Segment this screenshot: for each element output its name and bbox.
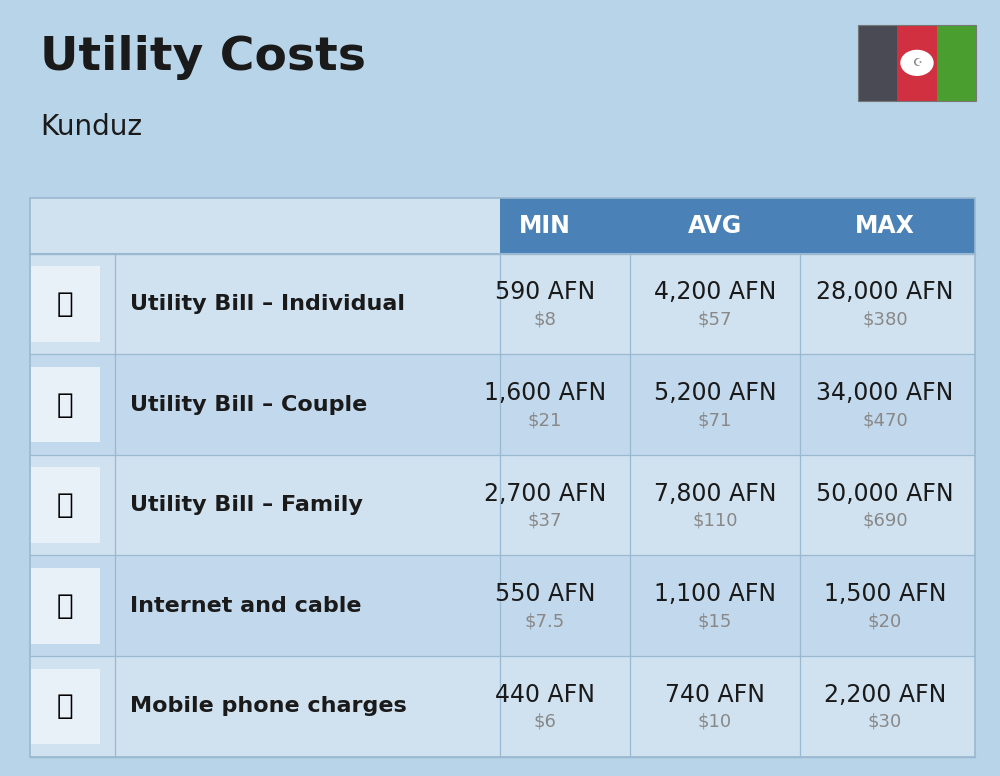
Text: $20: $20 xyxy=(868,612,902,630)
Text: $7.5: $7.5 xyxy=(525,612,565,630)
FancyBboxPatch shape xyxy=(30,355,975,455)
Text: Utility Costs: Utility Costs xyxy=(40,35,366,80)
Text: $470: $470 xyxy=(862,411,908,429)
FancyBboxPatch shape xyxy=(30,556,975,656)
FancyBboxPatch shape xyxy=(858,25,897,101)
Text: MIN: MIN xyxy=(519,214,571,237)
Text: 28,000 AFN: 28,000 AFN xyxy=(816,280,954,304)
Text: 5,200 AFN: 5,200 AFN xyxy=(654,381,776,405)
Text: 34,000 AFN: 34,000 AFN xyxy=(816,381,954,405)
Text: 📡: 📡 xyxy=(57,592,73,620)
Text: 740 AFN: 740 AFN xyxy=(665,683,765,707)
Text: 1,500 AFN: 1,500 AFN xyxy=(824,582,946,606)
FancyBboxPatch shape xyxy=(30,198,500,254)
Text: MAX: MAX xyxy=(855,214,915,237)
FancyBboxPatch shape xyxy=(937,25,976,101)
FancyBboxPatch shape xyxy=(30,367,100,442)
Text: $8: $8 xyxy=(534,310,556,328)
Text: Mobile phone charges: Mobile phone charges xyxy=(130,696,407,716)
Text: 7,800 AFN: 7,800 AFN xyxy=(654,482,776,505)
FancyBboxPatch shape xyxy=(30,568,100,643)
Text: 1,100 AFN: 1,100 AFN xyxy=(654,582,776,606)
Text: $15: $15 xyxy=(698,612,732,630)
FancyBboxPatch shape xyxy=(30,455,975,556)
Text: 590 AFN: 590 AFN xyxy=(495,280,595,304)
Circle shape xyxy=(901,50,933,75)
Text: $30: $30 xyxy=(868,713,902,731)
Text: $37: $37 xyxy=(528,511,562,530)
Text: $6: $6 xyxy=(534,713,556,731)
Text: $71: $71 xyxy=(698,411,732,429)
Text: 🏠: 🏠 xyxy=(57,491,73,519)
Text: $110: $110 xyxy=(692,511,738,530)
FancyBboxPatch shape xyxy=(30,669,100,744)
Text: 📱: 📱 xyxy=(57,692,73,720)
FancyBboxPatch shape xyxy=(30,266,100,341)
Text: Utility Bill – Couple: Utility Bill – Couple xyxy=(130,395,367,414)
Text: 50,000 AFN: 50,000 AFN xyxy=(816,482,954,505)
Text: 2,200 AFN: 2,200 AFN xyxy=(824,683,946,707)
Text: 1,600 AFN: 1,600 AFN xyxy=(484,381,606,405)
FancyBboxPatch shape xyxy=(30,656,975,757)
Text: $21: $21 xyxy=(528,411,562,429)
FancyBboxPatch shape xyxy=(30,198,975,254)
FancyBboxPatch shape xyxy=(30,467,100,543)
Text: 550 AFN: 550 AFN xyxy=(495,582,595,606)
Text: Utility Bill – Individual: Utility Bill – Individual xyxy=(130,294,405,314)
Text: 🏠: 🏠 xyxy=(57,390,73,418)
Text: ☪: ☪ xyxy=(912,58,922,68)
Text: AVG: AVG xyxy=(688,214,742,237)
Text: $10: $10 xyxy=(698,713,732,731)
Text: 2,700 AFN: 2,700 AFN xyxy=(484,482,606,505)
FancyBboxPatch shape xyxy=(897,25,937,101)
Text: Utility Bill – Family: Utility Bill – Family xyxy=(130,495,363,515)
Text: Kunduz: Kunduz xyxy=(40,113,142,140)
Text: 4,200 AFN: 4,200 AFN xyxy=(654,280,776,304)
Text: $380: $380 xyxy=(862,310,908,328)
FancyBboxPatch shape xyxy=(30,254,975,355)
Text: $690: $690 xyxy=(862,511,908,530)
Text: $57: $57 xyxy=(698,310,732,328)
Text: 440 AFN: 440 AFN xyxy=(495,683,595,707)
Text: 🏠: 🏠 xyxy=(57,290,73,318)
Text: Internet and cable: Internet and cable xyxy=(130,596,362,615)
